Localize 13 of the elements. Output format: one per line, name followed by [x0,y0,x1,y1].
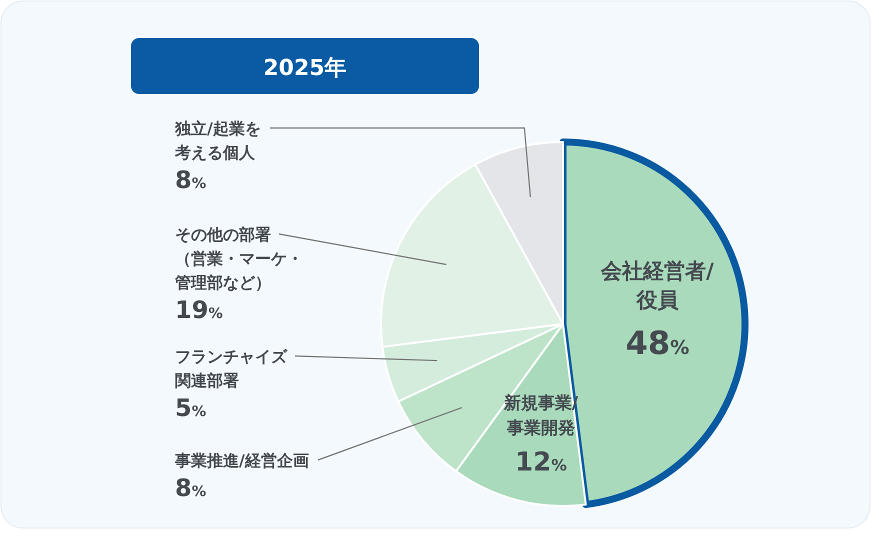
slice-label: 会社経営者/役員 [600,259,714,312]
data-label: 5% [175,394,206,422]
slice-label: 新規事業/事業開発 [502,393,579,438]
data-label: 48% [626,324,690,362]
slice-label: フランチャイズ関連部署 [175,347,288,390]
data-label: 8% [175,166,206,194]
slice-label: その他の部署（営業・マーケ・管理部など） [174,225,303,292]
data-label: 12% [515,447,568,478]
chart-title: 2025年 [263,56,347,81]
data-label: 19% [175,296,223,324]
data-label: 8% [175,474,206,502]
slice-label: 事業推進/経営企画 [174,451,309,470]
slice-label: 独立/起業を考える個人 [174,119,261,162]
